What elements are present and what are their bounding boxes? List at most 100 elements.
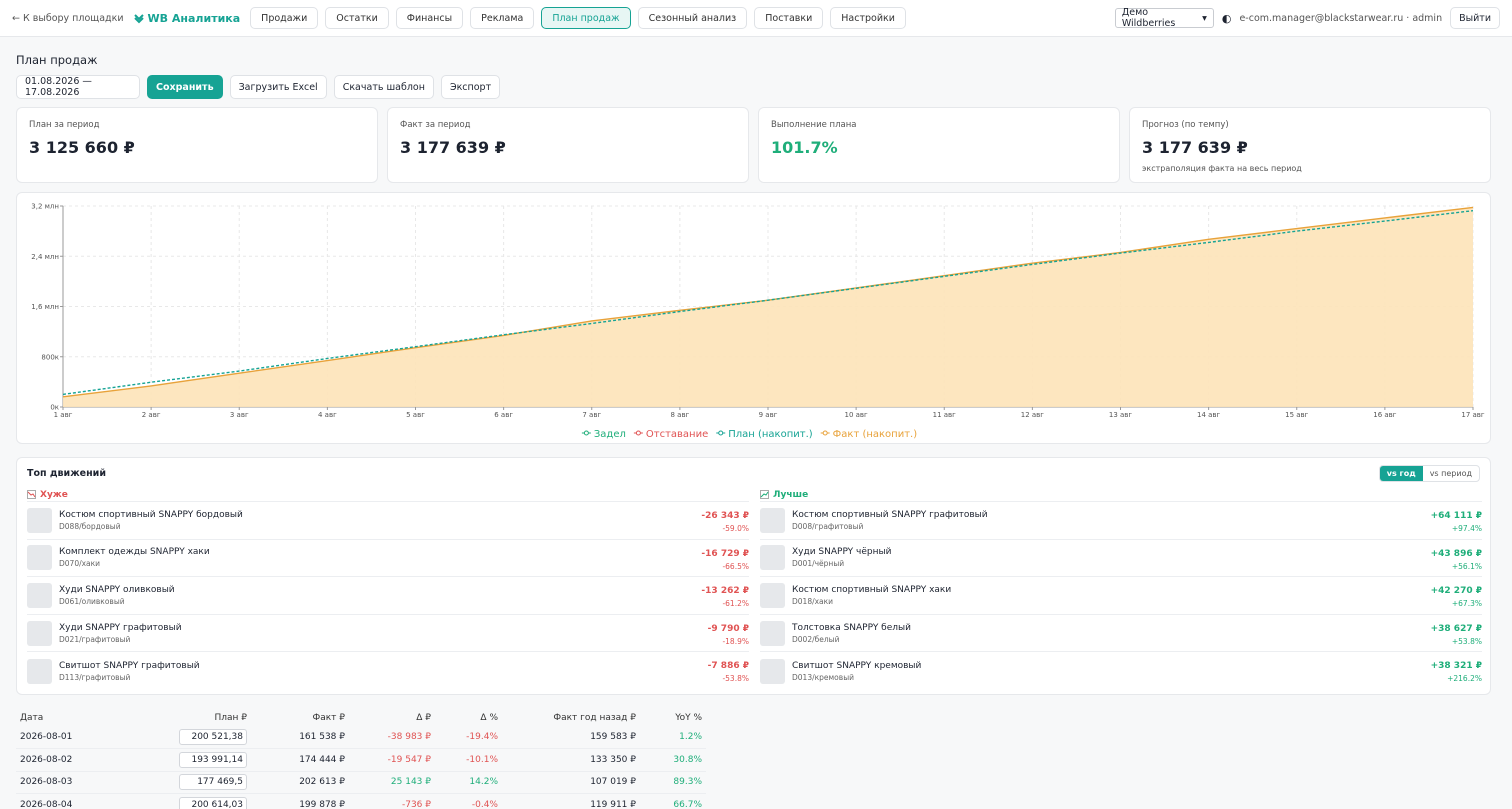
thumbnail xyxy=(760,658,785,684)
kpi-card: Прогноз (по темпу) 3 177 639 ₽ экстраполяц… xyxy=(1129,107,1491,183)
product-name: Костюм спортивный SNAPPY графитовый xyxy=(792,509,988,520)
cell: -19 547 ₽ xyxy=(349,748,435,772)
plan-input[interactable]: 193 991,14 xyxy=(179,751,247,768)
cell: -0.4% xyxy=(435,793,502,809)
movement-row[interactable]: Костюм спортивный SNAPPY графитовый D008/… xyxy=(760,502,1482,540)
top-nav: ← К выбору площадки WB Аналитика Продажи… xyxy=(0,0,1512,37)
nav-tab[interactable]: Поставки xyxy=(754,7,824,29)
cell: 2026-08-03 xyxy=(16,771,156,794)
delta-pct: -18.9% xyxy=(722,636,749,646)
movement-row[interactable]: Костюм спортивный SNAPPY хаки D018/хаки +4… xyxy=(760,577,1482,615)
nav-tab[interactable]: Остатки xyxy=(325,7,389,29)
nav-tab[interactable]: План продаж xyxy=(541,7,631,29)
thumbnail xyxy=(27,545,52,571)
cell: 199 878 ₽ xyxy=(251,793,349,809)
product-sku: D001/чёрный xyxy=(792,559,845,569)
thumbnail xyxy=(760,545,785,571)
thumbnail xyxy=(760,582,785,608)
x-tick-label: 15 авг xyxy=(1285,411,1309,419)
x-tick-label: 8 авг xyxy=(670,411,689,419)
product-sku: D021/графитовый xyxy=(59,634,131,644)
cell: 133 350 ₽ xyxy=(502,748,640,772)
chart-card: 0к 800к 1,6 млн 2,4 млн 3,2 млн 1 авг 2 авг 3 а… xyxy=(16,192,1491,444)
x-tick-label: 5 авг xyxy=(406,411,425,419)
cell: 159 583 ₽ xyxy=(502,726,640,749)
product: Худи SNAPPY графитовый D021/графитовый xyxy=(59,623,182,644)
movement-row[interactable]: Костюм спортивный SNAPPY бордовый D088/бо… xyxy=(27,502,749,540)
nav-tab[interactable]: Сезонный анализ xyxy=(637,7,748,29)
legend-dot xyxy=(635,430,641,436)
delta-pct: +97.4% xyxy=(1451,524,1482,533)
cell: 107 019 ₽ xyxy=(502,771,640,794)
shop-select[interactable]: Демо Wildberries ▾ xyxy=(1114,7,1214,29)
plan-input[interactable]: 200 614,03 xyxy=(179,796,247,809)
nav-tab[interactable]: Реклама xyxy=(470,7,535,29)
movement-row[interactable]: Худи SNAPPY оливковый D061/оливковый -13 2… xyxy=(27,577,749,615)
product-sku: D061/оливковый xyxy=(59,596,125,606)
plan-input[interactable]: 200 521,38 xyxy=(179,729,247,745)
delta-pct: +67.3% xyxy=(1451,599,1482,609)
table-row: 2026-08-03 177 469,5 202 613 ₽25 143 ₽14.2… xyxy=(16,771,706,794)
legend-label: Факт (накопит.) xyxy=(833,429,918,440)
header-row: Дата План ₽ Факт ₽ Δ ₽ Δ % Факт год назад ₽ Yo… xyxy=(16,710,706,726)
y-tick-label: 2,4 млн xyxy=(31,253,59,261)
cell: 89.3% xyxy=(640,771,706,794)
nav-tab[interactable]: Продажи xyxy=(250,7,319,29)
y-tick-label: 800к xyxy=(41,353,59,361)
movements-title: Топ движений xyxy=(27,468,106,479)
cell: 193 991,14 xyxy=(156,748,251,772)
toolbar-button[interactable]: Экспорт xyxy=(440,75,501,99)
kpi-label: Выполнение плана xyxy=(771,120,857,130)
column-header: Факт год назад ₽ xyxy=(553,713,636,723)
legend-label: Отставание xyxy=(646,429,708,440)
brand-text: WB Аналитика xyxy=(147,11,241,25)
logout[interactable]: Выйти xyxy=(1450,7,1500,29)
delta-pct: +53.8% xyxy=(1451,636,1482,646)
movement-row[interactable]: Комплект одежды SNAPPY хаки D070/хаки -16 … xyxy=(27,540,749,578)
movement-row[interactable]: Свитшот SNAPPY графитовый D113/графитовый… xyxy=(27,652,749,690)
product-name: Костюм спортивный SNAPPY бордовый xyxy=(59,509,243,520)
product-name: Худи SNAPPY чёрный xyxy=(792,547,892,558)
nav-tab[interactable]: Настройки xyxy=(830,7,906,29)
toolbar-button[interactable]: Скачать шаблон xyxy=(333,75,434,99)
movement-row[interactable]: Худи SNAPPY графитовый D021/графитовый -9 … xyxy=(27,615,749,653)
cell: 161 538 ₽ xyxy=(251,726,349,749)
product-sku: D113/графитовый xyxy=(59,672,131,682)
x-tick-label: 3 авг xyxy=(230,411,249,419)
plan-input[interactable]: 177 469,5 xyxy=(179,774,247,791)
movement-row[interactable]: Толстовка SNAPPY белый D002/белый +38 627 … xyxy=(760,615,1482,653)
x-tick-label: 7 авг xyxy=(582,411,601,419)
toolbar-button[interactable]: Сохранить xyxy=(147,75,223,99)
theme-toggle[interactable]: ◐ xyxy=(1221,11,1232,25)
product: Худи SNAPPY оливковый D061/оливковый xyxy=(59,585,175,606)
nav-tab[interactable]: Финансы xyxy=(395,7,464,29)
delta-pct: +216.2% xyxy=(1447,674,1482,684)
cell: 2026-08-04 xyxy=(16,793,156,809)
x-tick-label: 13 авг xyxy=(1109,411,1133,419)
product: Толстовка SNAPPY белый D002/белый xyxy=(792,623,911,644)
product: Костюм спортивный SNAPPY хаки D018/хаки xyxy=(792,585,951,606)
kpi-value: 3 125 660 ₽ xyxy=(29,138,135,157)
y-tick-label: 1,6 млн xyxy=(31,303,59,311)
toolbar-button[interactable]: Загрузить Excel xyxy=(229,75,327,99)
y-tick-label: 0к xyxy=(50,404,59,412)
toggle-option[interactable]: vs период xyxy=(1429,469,1472,478)
table-row: 2026-08-02 193 991,14 174 444 ₽ -19 547 ₽ -1… xyxy=(16,748,706,772)
legend-dot xyxy=(583,430,589,436)
table-row: 2026-08-01 200 521,38 161 538 ₽ -38 983 ₽ -1… xyxy=(16,726,706,749)
product-sku: D088/бордовый xyxy=(59,521,121,531)
back-link[interactable]: ← К выбору площадки xyxy=(12,12,124,24)
legend-label: Задел xyxy=(594,429,626,440)
movement-row[interactable]: Свитшот SNAPPY кремовый D013/кремовый +38 … xyxy=(760,652,1482,690)
toggle-option[interactable]: vs год xyxy=(1379,466,1423,481)
movement-row[interactable]: Худи SNAPPY чёрный D001/чёрный +43 896 ₽ +5… xyxy=(760,540,1482,578)
delta-value: +38 321 ₽ xyxy=(1430,661,1482,672)
delta-pct: -59.0% xyxy=(722,524,749,533)
product: Свитшот SNAPPY кремовый D013/кремовый xyxy=(792,661,921,682)
period-input[interactable]: 01.08.2026 — 17.08.2026 xyxy=(16,75,140,99)
user: e-com.manager@blackstarwear.ru · admin xyxy=(1239,12,1443,24)
product-sku: D070/хаки xyxy=(59,559,101,569)
product-name: Свитшот SNAPPY кремовый xyxy=(792,660,922,671)
product: Худи SNAPPY чёрный D001/чёрный xyxy=(792,547,891,568)
